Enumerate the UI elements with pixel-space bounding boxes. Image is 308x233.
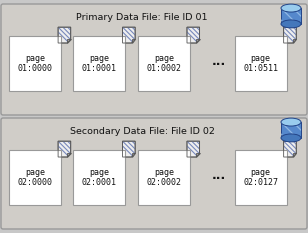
Polygon shape [67, 39, 71, 43]
Text: page
02:0127: page 02:0127 [243, 168, 278, 187]
FancyBboxPatch shape [235, 150, 286, 205]
Ellipse shape [281, 134, 301, 142]
FancyBboxPatch shape [281, 122, 301, 138]
Polygon shape [293, 153, 296, 157]
Polygon shape [187, 141, 200, 157]
Polygon shape [58, 141, 71, 157]
Ellipse shape [281, 20, 301, 28]
Polygon shape [123, 141, 135, 157]
Text: page
02:0002: page 02:0002 [146, 168, 181, 187]
FancyBboxPatch shape [281, 8, 301, 24]
Text: Primary Data File: File ID 01: Primary Data File: File ID 01 [76, 13, 208, 21]
Ellipse shape [281, 118, 301, 126]
Polygon shape [284, 27, 296, 43]
Text: page
01:0000: page 01:0000 [18, 54, 52, 73]
FancyBboxPatch shape [9, 150, 61, 205]
Text: page
02:0000: page 02:0000 [18, 168, 52, 187]
FancyBboxPatch shape [1, 118, 307, 229]
Polygon shape [187, 27, 200, 43]
FancyBboxPatch shape [73, 150, 125, 205]
Polygon shape [132, 39, 135, 43]
Text: page
01:0001: page 01:0001 [82, 54, 117, 73]
Polygon shape [123, 27, 135, 43]
FancyBboxPatch shape [1, 4, 307, 115]
Polygon shape [132, 153, 135, 157]
FancyBboxPatch shape [235, 36, 286, 91]
Text: page
01:0002: page 01:0002 [146, 54, 181, 73]
Polygon shape [58, 27, 71, 43]
Polygon shape [67, 153, 71, 157]
Polygon shape [284, 141, 296, 157]
FancyBboxPatch shape [138, 36, 190, 91]
FancyBboxPatch shape [138, 150, 190, 205]
Text: Secondary Data File: File ID 02: Secondary Data File: File ID 02 [70, 127, 214, 136]
Text: ...: ... [212, 169, 226, 182]
Polygon shape [196, 153, 200, 157]
Text: page
01:0511: page 01:0511 [243, 54, 278, 73]
Polygon shape [196, 39, 200, 43]
Text: ...: ... [212, 55, 226, 68]
FancyBboxPatch shape [9, 36, 61, 91]
FancyBboxPatch shape [73, 36, 125, 91]
Text: page
02:0001: page 02:0001 [82, 168, 117, 187]
Ellipse shape [281, 4, 301, 12]
Polygon shape [293, 39, 296, 43]
